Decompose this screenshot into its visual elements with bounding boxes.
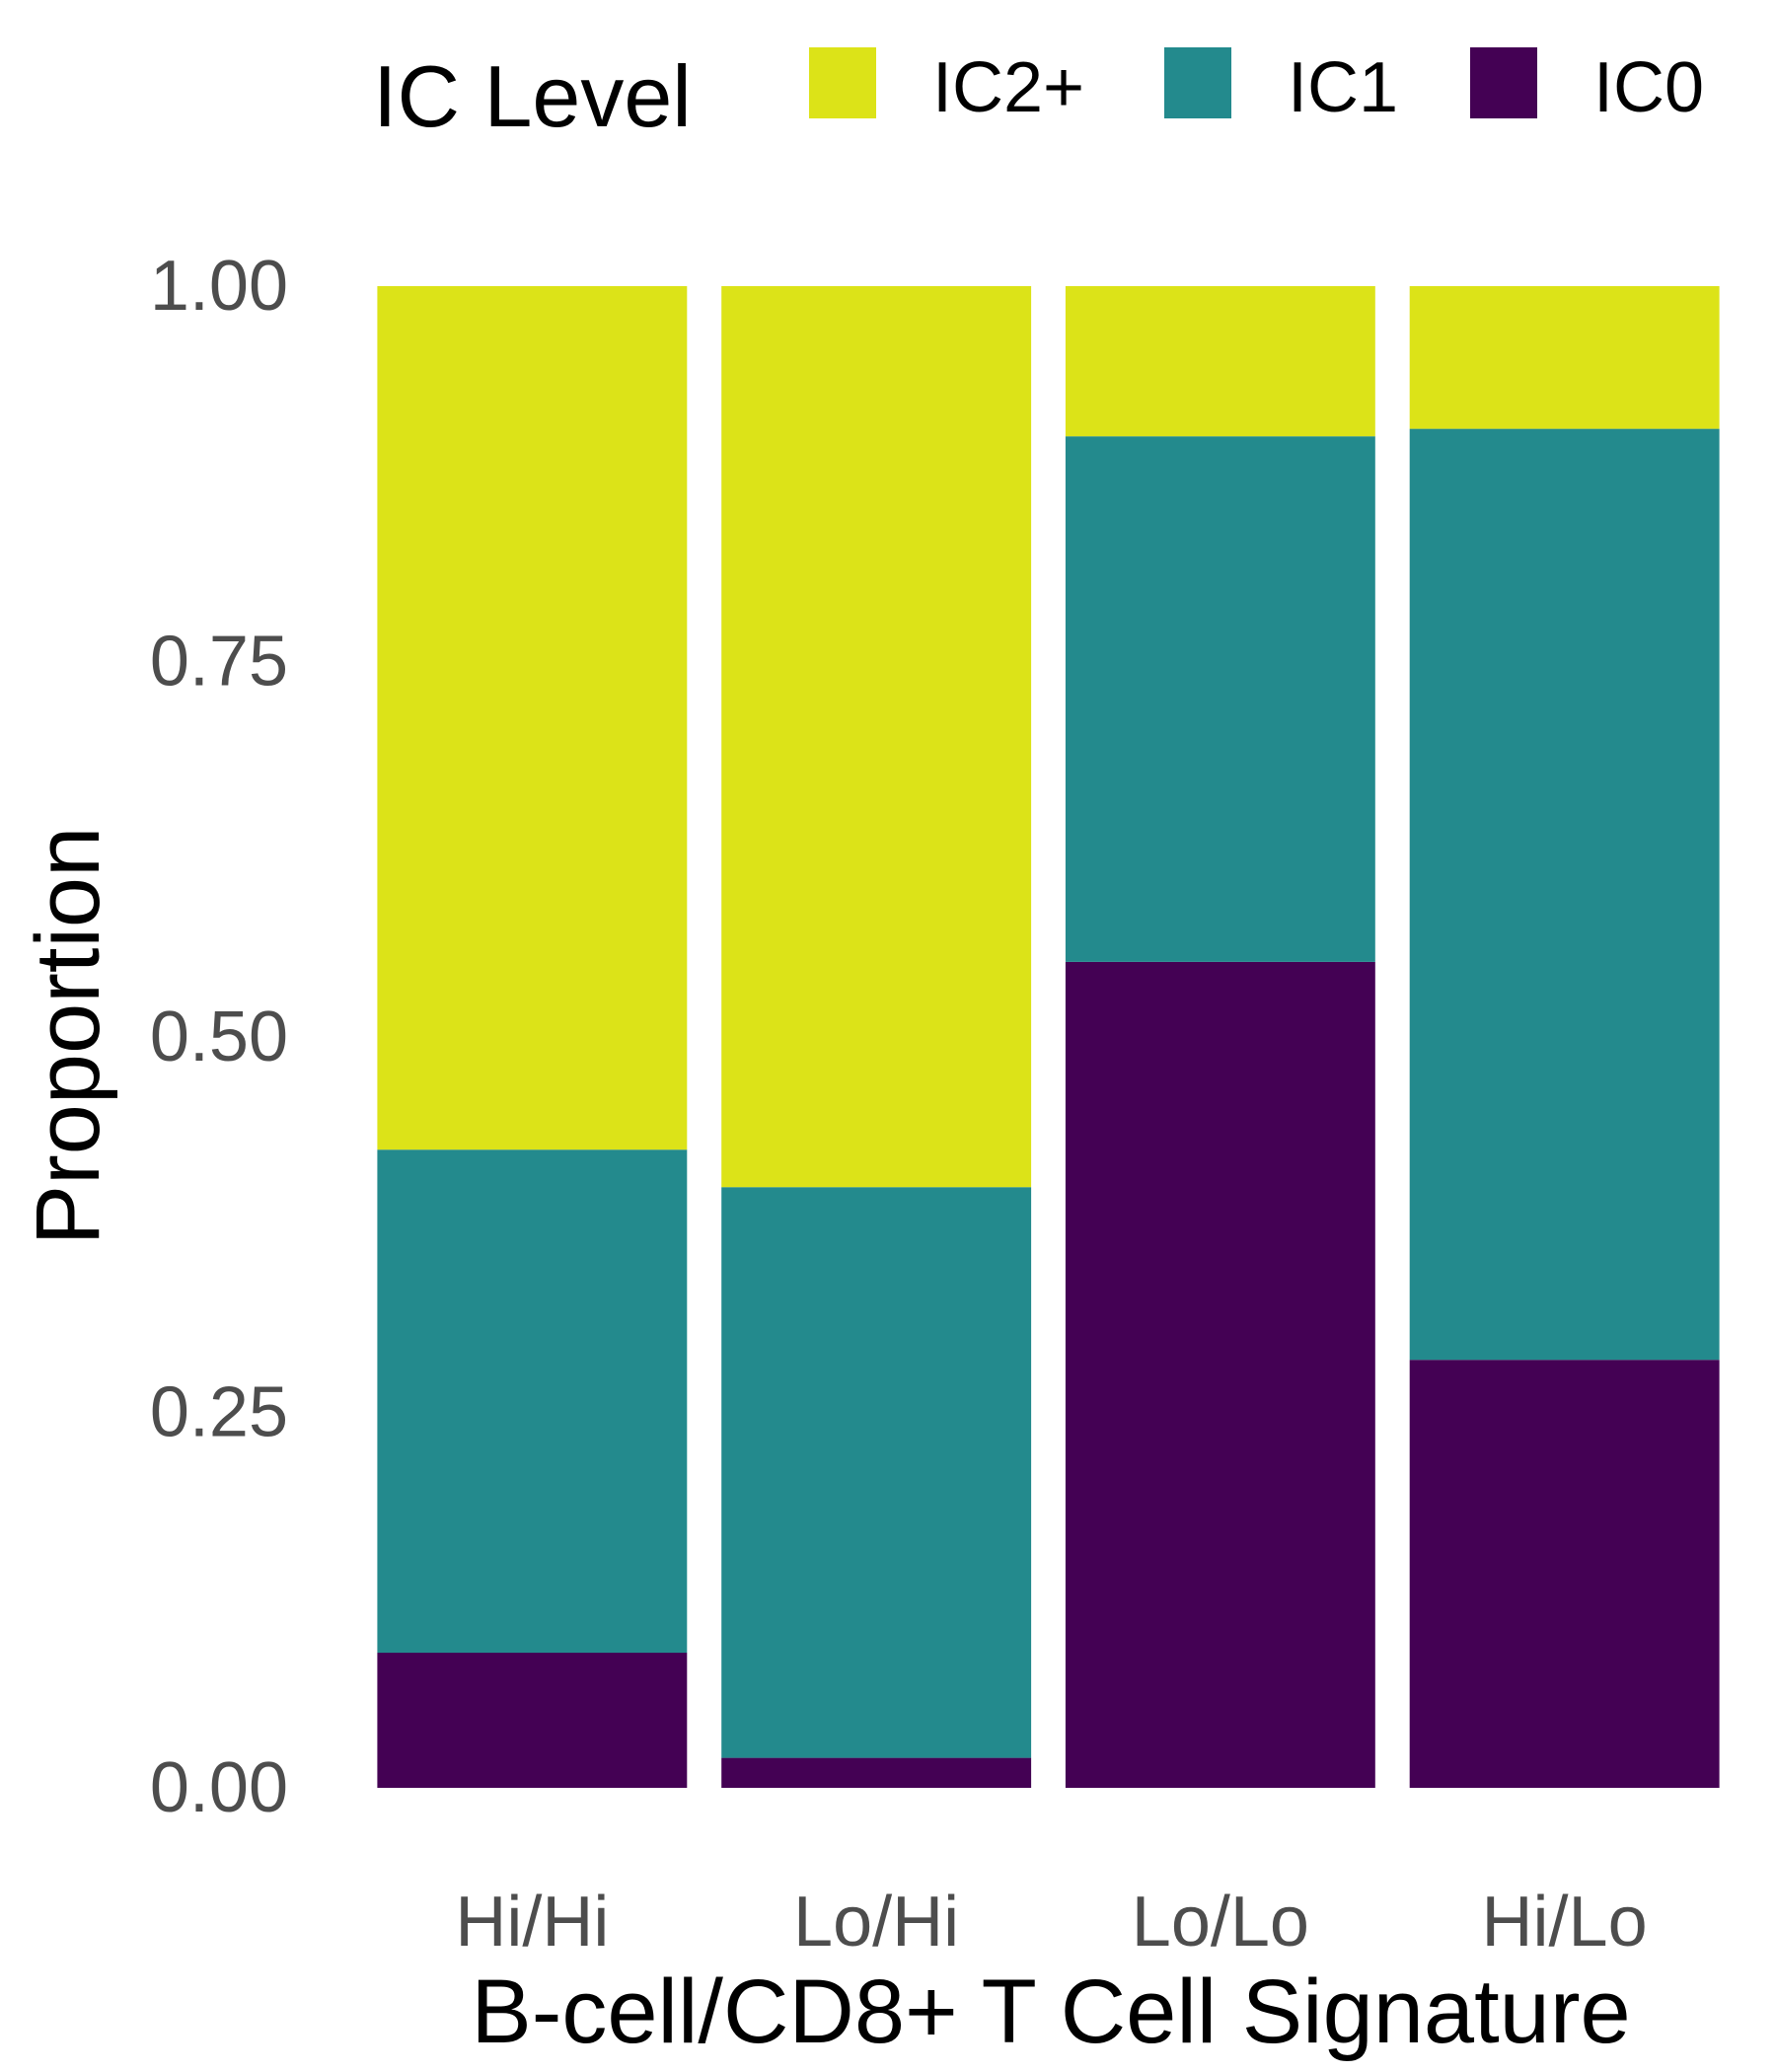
bars [377,286,1720,1788]
legend: IC Level IC2+ IC1 IC0 [373,47,1704,145]
bar-segment-ic0-lo-lo [1065,961,1375,1788]
legend-title: IC Level [373,47,692,145]
y-tick-label: 0.75 [150,623,288,702]
bar-segment-ic0-hi-lo [1409,1360,1720,1788]
x-axis-ticks: Hi/Hi Lo/Hi Lo/Lo Hi/Lo [455,1883,1647,1961]
legend-swatch-ic0 [1470,47,1537,118]
y-axis-ticks: 0.00 0.25 0.50 0.75 1.00 [150,247,288,1827]
legend-label-ic2: IC2+ [932,48,1084,127]
bar-segment-ic2-lo-hi [721,286,1032,1188]
bar-segment-ic1-hi-lo [1409,428,1720,1361]
bar-segment-ic2-hi-lo [1409,286,1720,429]
y-axis-title: Proportion [18,827,118,1245]
y-tick-label: 0.00 [150,1748,288,1827]
x-tick-label: Lo/Lo [1132,1883,1309,1961]
bar-segment-ic0-lo-hi [721,1757,1032,1788]
x-tick-label: Lo/Hi [793,1883,959,1961]
legend-label-ic0: IC0 [1593,48,1704,127]
legend-item-ic1: IC1 [1164,47,1398,127]
y-tick-label: 0.25 [150,1373,288,1452]
bar-segment-ic2-lo-lo [1065,286,1375,437]
x-tick-label: Hi/Lo [1482,1883,1648,1961]
x-axis-title: B-cell/CD8+ T Cell Signature [471,1961,1630,2062]
y-tick-label: 1.00 [150,247,288,326]
bar-segment-ic1-hi-hi [377,1149,688,1654]
bar-segment-ic1-lo-lo [1065,436,1375,962]
legend-swatch-ic1 [1164,47,1231,118]
bar-segment-ic2-hi-hi [377,286,688,1150]
bar-segment-ic0-hi-hi [377,1653,688,1788]
y-tick-label: 0.50 [150,998,288,1076]
legend-item-ic2: IC2+ [809,47,1084,127]
legend-swatch-ic2 [809,47,876,118]
legend-items: IC2+ IC1 IC0 [809,47,1704,127]
legend-label-ic1: IC1 [1288,48,1398,127]
x-tick-label: Hi/Hi [455,1883,609,1961]
bar-segment-ic1-lo-hi [721,1187,1032,1758]
legend-item-ic0: IC0 [1470,47,1704,127]
